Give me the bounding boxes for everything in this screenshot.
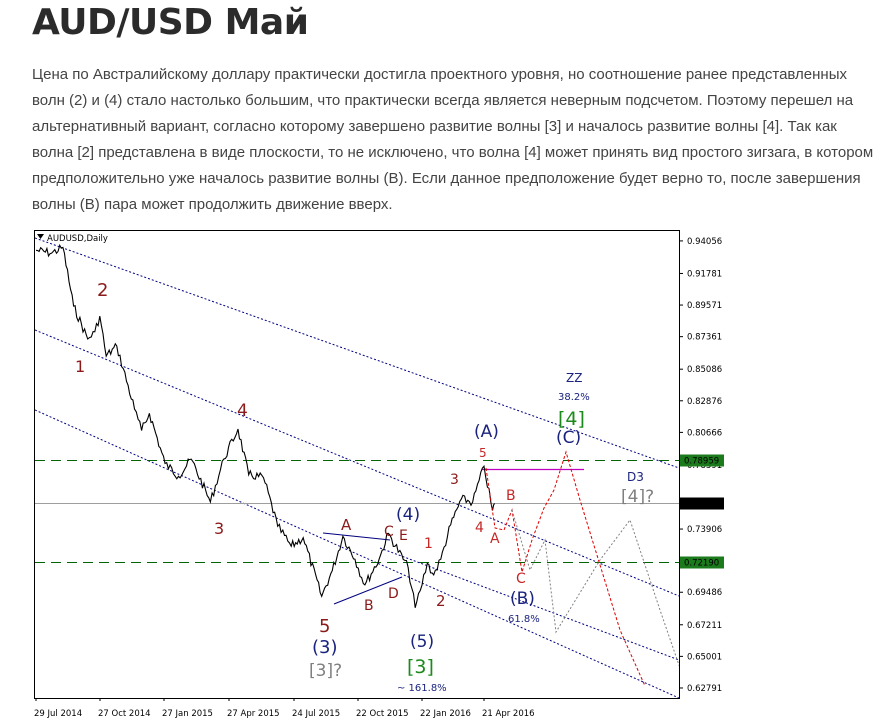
- page-title: AUD/USD Май: [32, 2, 309, 43]
- y-tick-label: 0.69486: [687, 588, 722, 598]
- level-badge-upper-bg: [680, 454, 724, 467]
- forecast-path-gray: [511, 509, 679, 667]
- level-badge-lower: 0.72190: [684, 559, 719, 569]
- wave-label: 1: [75, 357, 85, 376]
- y-tick-label: 0.62791: [687, 684, 722, 694]
- wave-label: 3: [214, 519, 224, 538]
- wave-label: [4]: [558, 408, 585, 430]
- forecast-path-red: [485, 450, 646, 687]
- wave-label: (3): [312, 637, 338, 658]
- wave-label: 1: [424, 536, 433, 552]
- triangle-upper-line: [322, 532, 391, 541]
- wave-label: 4: [237, 401, 248, 421]
- wave-label: (B): [510, 589, 535, 609]
- current-price-badge: 0.76084: [684, 500, 719, 510]
- wave-label: (A): [474, 422, 499, 442]
- wave-label: [3]?: [309, 661, 342, 681]
- x-tick-label: 29 Jul 2014: [34, 709, 82, 719]
- level-badge-lower-bg: [680, 556, 724, 569]
- y-tick-label: 0.94056: [687, 237, 722, 247]
- y-tick-label: 0.85086: [687, 365, 722, 375]
- wave-label: E: [399, 528, 408, 544]
- wave-label: A: [490, 531, 500, 547]
- wave-label: 2: [97, 280, 108, 301]
- x-tick-label: 21 Apr 2016: [482, 709, 535, 719]
- wave-label: ~ 161.8%: [397, 683, 447, 694]
- wave-label: D3: [627, 470, 644, 484]
- y-tick-label: 0.89571: [687, 301, 722, 311]
- y-tick-label: 0.80666: [687, 428, 722, 438]
- wave-label: [3]: [407, 656, 434, 678]
- wave-label: 61.8%: [508, 614, 540, 625]
- wave-label: 5: [479, 446, 487, 460]
- chart-title: AUDUSD,Daily: [47, 234, 108, 244]
- wave-label: A: [341, 516, 352, 534]
- plot-area: [35, 237, 679, 698]
- wave-label: (4): [396, 505, 420, 525]
- y-tick-label: 0.87361: [687, 333, 722, 343]
- x-tick-label: 24 Jul 2015: [292, 709, 340, 719]
- wave-label: 3: [450, 472, 459, 488]
- level-badge-upper: 0.78959: [684, 457, 719, 467]
- symbol-marker-icon: [37, 234, 44, 239]
- wave-label: C: [516, 571, 526, 587]
- article-body: Цена по Австралийскому доллару практичес…: [32, 66, 874, 213]
- channel-line-1: [35, 237, 679, 469]
- triangle-lower-line: [333, 576, 403, 605]
- channel-line-2: [35, 329, 679, 597]
- wave-label: (C): [556, 428, 581, 448]
- x-tick-label: 22 Oct 2015: [356, 709, 409, 719]
- wave-label: (5): [410, 632, 434, 652]
- price-line: [35, 243, 496, 608]
- wave-label: 4: [475, 520, 484, 536]
- y-tick-label: 0.82876: [687, 397, 722, 407]
- wave-label: ZZ: [566, 371, 582, 385]
- y-tick-label: 0.91781: [687, 269, 722, 279]
- channel-line-3: [35, 409, 679, 698]
- y-tick-label: 0.73906: [687, 525, 722, 535]
- x-tick-label: 22 Jan 2016: [420, 709, 471, 719]
- x-tick-label: 27 Jan 2015: [162, 709, 213, 719]
- x-tick-label: 27 Apr 2015: [227, 709, 280, 719]
- wave-label: 38.2%: [558, 392, 590, 403]
- wave-label: 2: [436, 592, 446, 610]
- y-tick-label: 0.67211: [687, 621, 722, 631]
- wave-label: D: [388, 586, 399, 602]
- wave-label: C: [384, 524, 394, 540]
- wave-label: 5: [319, 616, 330, 637]
- wave-label: B: [364, 598, 374, 614]
- y-tick-label: 0.65001: [687, 652, 722, 662]
- x-tick-label: 27 Oct 2014: [98, 709, 151, 719]
- wave-label: [4]?: [621, 487, 654, 507]
- current-price-badge-bg: [680, 497, 724, 510]
- wave-label: B: [506, 488, 516, 504]
